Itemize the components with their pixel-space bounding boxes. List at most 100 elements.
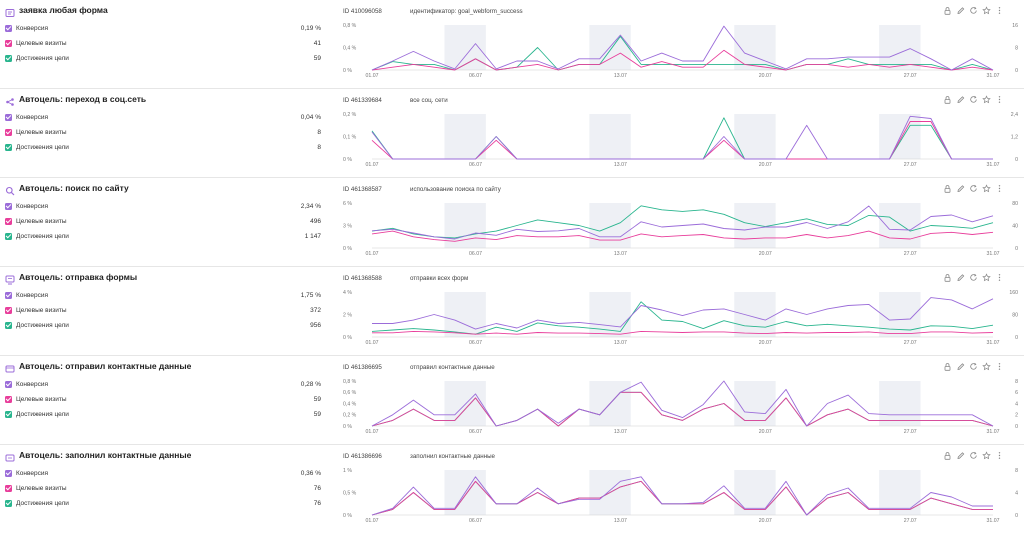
star-icon[interactable] — [982, 273, 991, 282]
lock-icon[interactable] — [943, 362, 952, 371]
refresh-icon[interactable] — [969, 273, 978, 282]
metric-checkbox-goals[interactable] — [5, 499, 12, 507]
metric-checkbox-visits[interactable] — [5, 39, 12, 47]
star-icon[interactable] — [982, 362, 991, 371]
refresh-icon[interactable] — [969, 451, 978, 460]
metric-checkbox-goals[interactable] — [5, 321, 12, 329]
metric-visits: Целевые визиты 59 — [5, 393, 321, 405]
y-left-tick-label: 0 % — [343, 424, 352, 430]
more-icon[interactable] — [995, 6, 1004, 15]
x-tick-label: 13.07 — [614, 518, 627, 524]
lock-icon[interactable] — [943, 273, 952, 282]
lock-icon[interactable] — [943, 184, 952, 193]
series-line-visits — [371, 230, 994, 242]
goal-title-line[interactable]: Автоцель: отправка формы — [5, 272, 138, 285]
goal-title-line[interactable]: Автоцель: отправил контактные данные — [5, 361, 192, 373]
metric-goals: Достижения цели 59 — [5, 52, 321, 64]
more-icon[interactable] — [995, 273, 1004, 282]
y-left-tick-label: 0,2 % — [343, 413, 357, 419]
metric-checkbox-conversion[interactable] — [5, 24, 12, 32]
refresh-icon[interactable] — [969, 6, 978, 15]
goal-description: заполнил контактные данные — [410, 453, 495, 460]
goal-id: ID 461368588 — [343, 275, 382, 282]
metric-checkbox-goals[interactable] — [5, 54, 12, 62]
metric-goals: Достижения цели 956 — [5, 319, 321, 331]
metric-checkbox-conversion[interactable] — [5, 469, 12, 477]
star-icon[interactable] — [982, 95, 991, 104]
series-line-conversion — [371, 476, 993, 516]
goal-title[interactable]: Автоцель: переход в соц.сеть — [19, 94, 147, 104]
series-line-goals — [371, 205, 994, 239]
series-line-conversion — [371, 205, 994, 240]
more-icon[interactable] — [995, 362, 1004, 371]
refresh-icon[interactable] — [969, 95, 978, 104]
y-left-tick-label: 0,8 % — [343, 23, 357, 29]
weekend-band — [734, 381, 776, 426]
more-icon[interactable] — [995, 451, 1004, 460]
goal-title[interactable]: Автоцель: отправка формы — [19, 272, 138, 282]
metric-value: 59 — [313, 410, 321, 418]
more-icon[interactable] — [995, 184, 1004, 193]
metric-checkbox-conversion[interactable] — [5, 291, 12, 299]
y-right-tick-label: 4 — [1015, 490, 1018, 496]
edit-icon[interactable] — [956, 95, 965, 104]
star-icon[interactable] — [982, 6, 991, 15]
metric-checkbox-visits[interactable] — [5, 395, 12, 403]
metric-checkbox-visits[interactable] — [5, 217, 12, 225]
lock-icon[interactable] — [943, 95, 952, 104]
weekend-band — [879, 114, 921, 159]
y-left-tick-label: 2 % — [343, 312, 352, 318]
more-icon[interactable] — [995, 95, 1004, 104]
edit-icon[interactable] — [956, 273, 965, 282]
y-right-tick-label: 40 — [1012, 223, 1018, 229]
goal-title[interactable]: Автоцель: отправил контактные данные — [19, 361, 192, 371]
goal-title-line[interactable]: Автоцель: переход в соц.сеть — [5, 94, 147, 106]
x-tick-label: 31.07 — [987, 340, 1000, 346]
metric-label: Конверсия — [16, 469, 49, 477]
goal-title-line[interactable]: заявка любая форма — [5, 5, 108, 17]
x-tick-label: 01.07 — [366, 251, 379, 257]
refresh-icon[interactable] — [969, 184, 978, 193]
lock-icon[interactable] — [943, 6, 952, 15]
metric-conversion: Конверсия 0,28 % — [5, 378, 321, 390]
edit-icon[interactable] — [956, 6, 965, 15]
x-tick-label: 13.07 — [614, 340, 627, 346]
edit-icon[interactable] — [956, 451, 965, 460]
star-icon[interactable] — [982, 184, 991, 193]
metric-checkbox-conversion[interactable] — [5, 113, 12, 121]
metric-label: Конверсия — [16, 202, 49, 210]
metric-checkbox-visits[interactable] — [5, 128, 12, 136]
y-left-tick-label: 0,2 % — [343, 112, 357, 118]
x-tick-label: 31.07 — [987, 429, 1000, 435]
metric-checkbox-goals[interactable] — [5, 143, 12, 151]
goal-title[interactable]: Автоцель: поиск по сайту — [19, 183, 129, 193]
x-tick-label: 06.07 — [469, 518, 482, 524]
metric-checkbox-goals[interactable] — [5, 410, 12, 418]
metric-checkbox-goals[interactable] — [5, 232, 12, 240]
y-left-tick-label: 1 % — [343, 468, 352, 474]
refresh-icon[interactable] — [969, 362, 978, 371]
y-left-tick-label: 0,8 % — [343, 379, 357, 385]
metric-checkbox-conversion[interactable] — [5, 380, 12, 388]
goal-title[interactable]: заявка любая форма — [19, 5, 108, 15]
goal-title-line[interactable]: Автоцель: заполнил контактные данные — [5, 450, 192, 462]
metric-checkbox-visits[interactable] — [5, 306, 12, 314]
x-tick-label: 01.07 — [366, 340, 379, 346]
metric-value: 0,36 % — [300, 469, 321, 477]
series-line-visits — [371, 49, 994, 71]
goal-title[interactable]: Автоцель: заполнил контактные данные — [19, 450, 192, 460]
goal-title-line[interactable]: Автоцель: поиск по сайту — [5, 183, 129, 196]
metric-checkbox-conversion[interactable] — [5, 202, 12, 210]
metric-checkbox-visits[interactable] — [5, 484, 12, 492]
metric-value: 0,28 % — [300, 380, 321, 388]
goal-id: ID 461339684 — [343, 97, 382, 104]
weekend-band — [879, 381, 921, 426]
edit-icon[interactable] — [956, 362, 965, 371]
star-icon[interactable] — [982, 451, 991, 460]
metric-value: 1,75 % — [300, 291, 321, 299]
y-right-tick-label: 0 — [1015, 335, 1018, 341]
edit-icon[interactable] — [956, 184, 965, 193]
goal-line-chart: 0 % 0,5 % 1 % 0 4 8 01.07 06.07 13.07 20.07 27.07 3… — [343, 468, 1018, 524]
lock-icon[interactable] — [943, 451, 952, 460]
search-icon — [5, 183, 15, 196]
